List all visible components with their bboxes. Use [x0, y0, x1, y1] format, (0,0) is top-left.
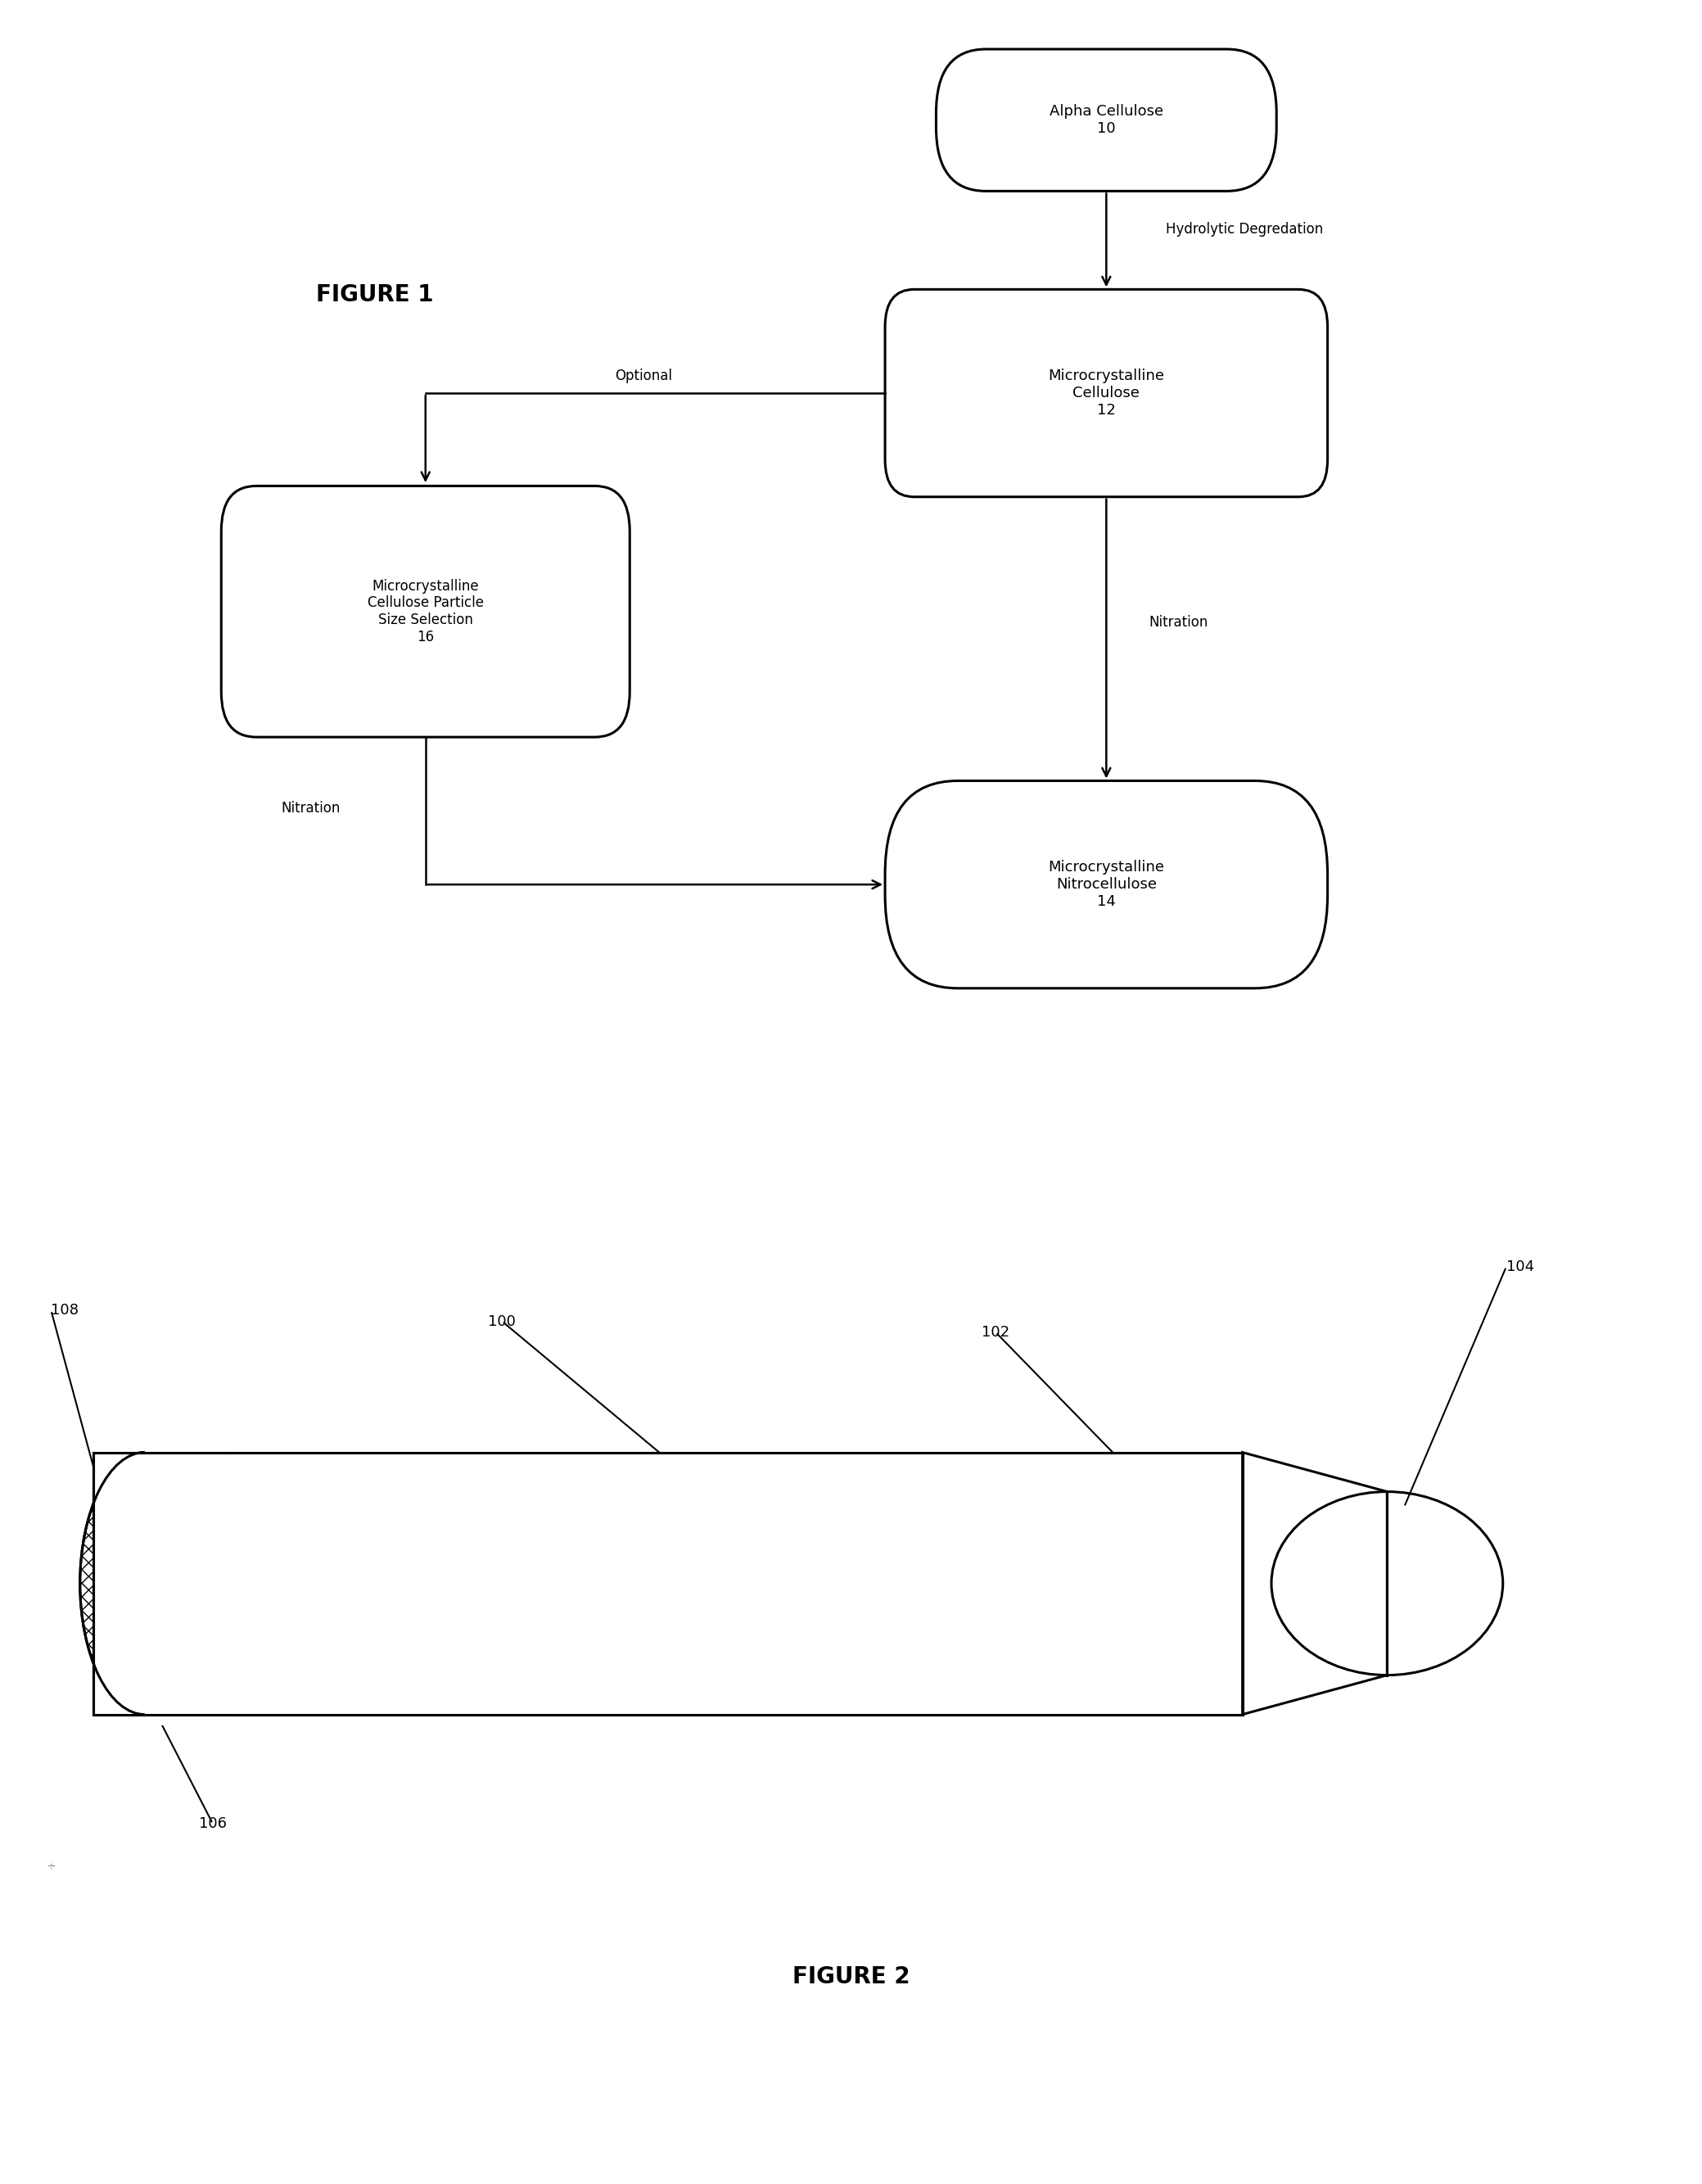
Bar	[1263, 1481, 1387, 1686]
Text: FIGURE 1: FIGURE 1	[315, 284, 434, 306]
Bar	[145, 1441, 226, 1725]
Text: 106: 106	[199, 1817, 226, 1830]
Bar	[94, 1452, 1242, 1714]
Text: 102: 102	[982, 1326, 1009, 1339]
Text: FIGURE 2: FIGURE 2	[791, 1966, 911, 1987]
Text: Microcrystalline
Cellulose
12: Microcrystalline Cellulose 12	[1048, 369, 1164, 417]
FancyBboxPatch shape	[936, 48, 1276, 192]
Text: Nitration: Nitration	[1149, 616, 1208, 629]
Text: Microcrystalline
Nitrocellulose
14: Microcrystalline Nitrocellulose 14	[1048, 860, 1164, 909]
Text: 104: 104	[1506, 1260, 1534, 1273]
PathPatch shape	[1242, 1452, 1387, 1714]
Text: Nitration: Nitration	[281, 802, 340, 815]
FancyBboxPatch shape	[885, 782, 1328, 987]
FancyBboxPatch shape	[221, 487, 630, 736]
Text: Alpha Cellulose
10: Alpha Cellulose 10	[1050, 105, 1162, 135]
Bar	[94, 1452, 1242, 1714]
Text: 100: 100	[488, 1315, 516, 1328]
Ellipse shape	[1271, 1492, 1503, 1675]
FancyBboxPatch shape	[885, 288, 1328, 498]
Text: Hydrolytic Degredation: Hydrolytic Degredation	[1166, 223, 1322, 236]
Text: 108: 108	[51, 1304, 78, 1317]
Text: Microcrystalline
Cellulose Particle
Size Selection
16: Microcrystalline Cellulose Particle Size…	[368, 579, 483, 644]
Text: ÷: ÷	[46, 1861, 56, 1874]
Ellipse shape	[80, 1452, 209, 1714]
Text: Optional: Optional	[614, 369, 672, 382]
Bar	[94, 1452, 1242, 1714]
